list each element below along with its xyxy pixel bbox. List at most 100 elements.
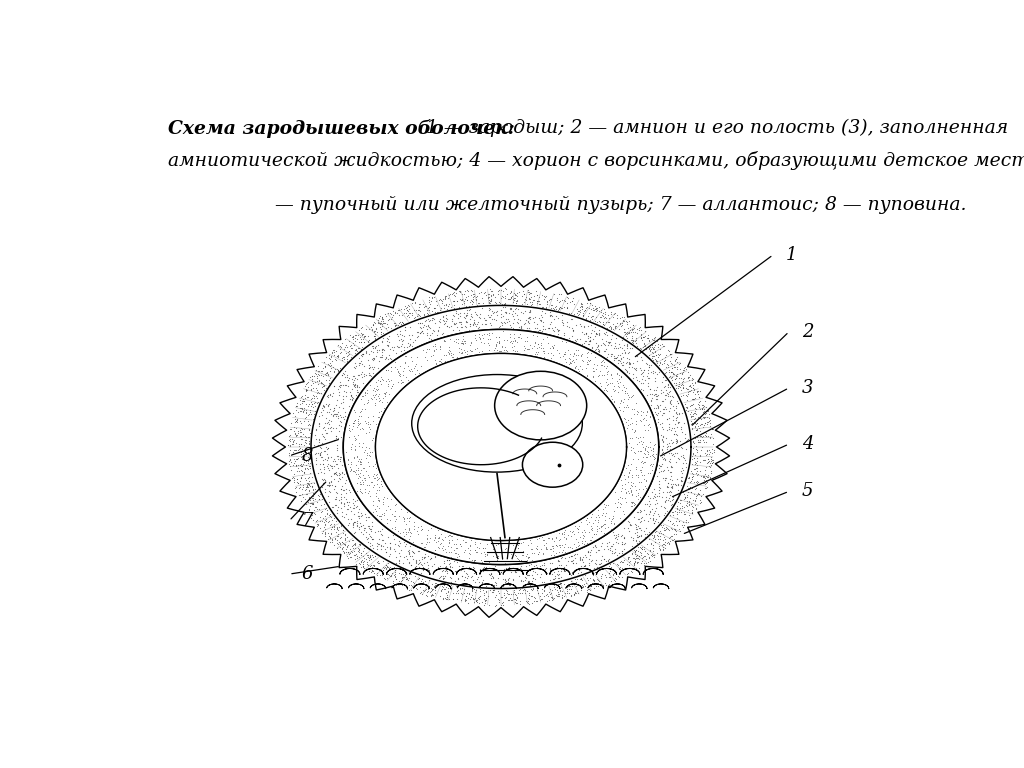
Point [671, 515, 687, 527]
Point [459, 284, 475, 296]
Point [328, 345, 344, 357]
Point [645, 549, 662, 561]
Point [679, 495, 695, 508]
Point [457, 285, 473, 297]
Point [364, 566, 380, 578]
Point [622, 464, 638, 476]
Point [610, 349, 627, 362]
Point [514, 549, 530, 561]
Point [423, 582, 439, 594]
Point [312, 447, 329, 459]
Point [667, 361, 683, 373]
Point [457, 535, 473, 548]
Point [692, 495, 709, 508]
Point [642, 505, 658, 517]
Point [636, 514, 652, 526]
Point [543, 293, 559, 305]
Point [455, 337, 471, 349]
Point [401, 320, 418, 333]
Point [410, 558, 426, 571]
Point [322, 536, 338, 548]
Point [345, 416, 361, 429]
Point [319, 422, 336, 435]
Point [355, 462, 372, 474]
Point [347, 542, 364, 554]
Point [516, 574, 532, 586]
Point [645, 542, 662, 554]
Point [390, 366, 407, 379]
Point [403, 362, 420, 375]
Point [414, 316, 430, 329]
Point [509, 551, 525, 564]
Point [588, 326, 604, 339]
Point [691, 488, 708, 501]
Point [436, 554, 453, 567]
Point [345, 331, 361, 343]
Point [317, 518, 334, 531]
Point [610, 559, 627, 571]
Point [536, 547, 552, 559]
Point [625, 562, 641, 574]
Point [519, 539, 536, 551]
Point [315, 454, 332, 466]
Point [400, 306, 417, 319]
Point [644, 513, 660, 525]
Point [658, 479, 675, 492]
Point [614, 536, 631, 548]
Point [628, 461, 644, 473]
Point [424, 584, 440, 596]
Point [313, 409, 330, 422]
Point [680, 380, 696, 392]
Point [490, 296, 507, 309]
Point [627, 553, 643, 565]
Point [622, 359, 638, 371]
Point [332, 343, 348, 356]
Point [326, 410, 342, 422]
Point [626, 337, 642, 349]
Point [471, 321, 487, 333]
Point [678, 382, 694, 394]
Point [454, 570, 470, 582]
Point [530, 548, 547, 560]
Point [484, 288, 501, 300]
Point [553, 571, 569, 584]
Point [645, 334, 662, 346]
Point [423, 551, 439, 564]
Point [282, 453, 298, 465]
Point [481, 311, 498, 323]
Point [633, 364, 649, 376]
Point [599, 359, 615, 372]
Point [519, 592, 536, 604]
Point [314, 478, 331, 490]
Point [294, 443, 310, 455]
Point [472, 570, 488, 582]
Point [499, 588, 515, 600]
Point [621, 556, 637, 568]
Point [632, 414, 648, 426]
Point [330, 469, 346, 482]
Point [480, 303, 497, 315]
Point [527, 594, 544, 607]
Point [387, 505, 403, 517]
Point [669, 503, 685, 515]
Point [444, 286, 461, 299]
Point [445, 555, 462, 568]
Point [528, 595, 545, 607]
Point [445, 348, 462, 360]
Point [472, 332, 488, 344]
Point [355, 528, 372, 540]
Point [306, 504, 323, 516]
Point [620, 392, 636, 405]
Point [394, 579, 411, 591]
Point [357, 344, 374, 356]
Point [380, 561, 396, 574]
Point [552, 301, 568, 313]
Point [346, 362, 362, 374]
Point [646, 517, 663, 529]
Point [632, 491, 648, 503]
Point [483, 309, 500, 321]
Point [477, 594, 494, 606]
Point [378, 545, 394, 558]
Point [646, 498, 663, 511]
Point [693, 412, 710, 425]
